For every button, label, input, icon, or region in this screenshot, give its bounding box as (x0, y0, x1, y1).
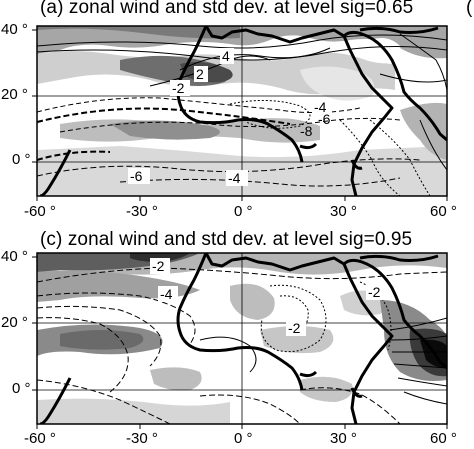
panel-b-title-fragment: ( (466, 0, 473, 18)
panel-c-title: (c) zonal wind and std dev. at level sig… (40, 229, 413, 250)
panel-a-xtick-30: 30 ° (330, 203, 357, 220)
panel-a-contour-label: -6 (130, 168, 143, 184)
panel-a-contour-label: 2 (196, 66, 204, 82)
panel-c-xtick-m60: -60 ° (24, 430, 56, 447)
panel-c-contour-labels: -2 -4 -2 -2 (150, 258, 386, 336)
panel-a-ytick-20: 20 ° (1, 86, 28, 103)
panel-c-xtick-0: 0 ° (234, 430, 253, 447)
panel-c-tickmarks (32, 256, 448, 429)
panel-a-xtick-0: 0 ° (234, 203, 253, 220)
panel-a-coastline (39, 26, 447, 196)
panel-a-xtick-60: 60 ° (430, 203, 457, 220)
panel-a-title: (a) zonal wind and std dev. at level sig… (40, 0, 414, 18)
panel-a-ytick-0: 0 ° (12, 151, 31, 168)
panel-c-contour-label: -2 (288, 320, 301, 336)
panel-a-tickmarks (32, 29, 448, 201)
panel-a-map: 4 2 -2 -4 -6 -8 -6 -4 (37, 26, 447, 196)
panel-c-contour-label: -2 (152, 258, 165, 274)
panel-c-contour-label: -4 (160, 286, 173, 302)
panel-c-ytick-0: 0 ° (12, 380, 31, 397)
panel-a-contour-label: -6 (318, 111, 331, 127)
panel-c-ytick-40: 40 ° (1, 248, 28, 265)
panel-a-contour-labels: 4 2 -2 -4 -6 -8 -6 -4 (128, 48, 332, 186)
panel-a-xtick-m60: -60 ° (24, 203, 56, 220)
panel-c-map: -2 -4 -2 -2 (37, 253, 447, 424)
panel-a-contour-label: -2 (172, 80, 185, 96)
panel-a-contour-label: -4 (228, 170, 241, 186)
panel-c-stddev-shading (37, 253, 447, 424)
panel-a-contour-label: -4 (314, 99, 327, 115)
panel-c-coastline (39, 253, 447, 424)
panel-a-xtick-m30: -30 ° (126, 203, 158, 220)
panel-c-contour-label: -2 (368, 284, 381, 300)
panel-c-xtick-30: 30 ° (330, 430, 357, 447)
panel-a-ytick-40: 40 ° (1, 21, 28, 38)
panel-a-contour-label: 4 (222, 48, 230, 64)
panel-a-contour-label: -8 (300, 123, 313, 139)
panel-c-contours (37, 267, 447, 424)
panel-c-xtick-m30: -30 ° (126, 430, 158, 447)
panel-c-xtick-60: 60 ° (430, 430, 457, 447)
panel-c-ytick-20: 20 ° (1, 314, 28, 331)
